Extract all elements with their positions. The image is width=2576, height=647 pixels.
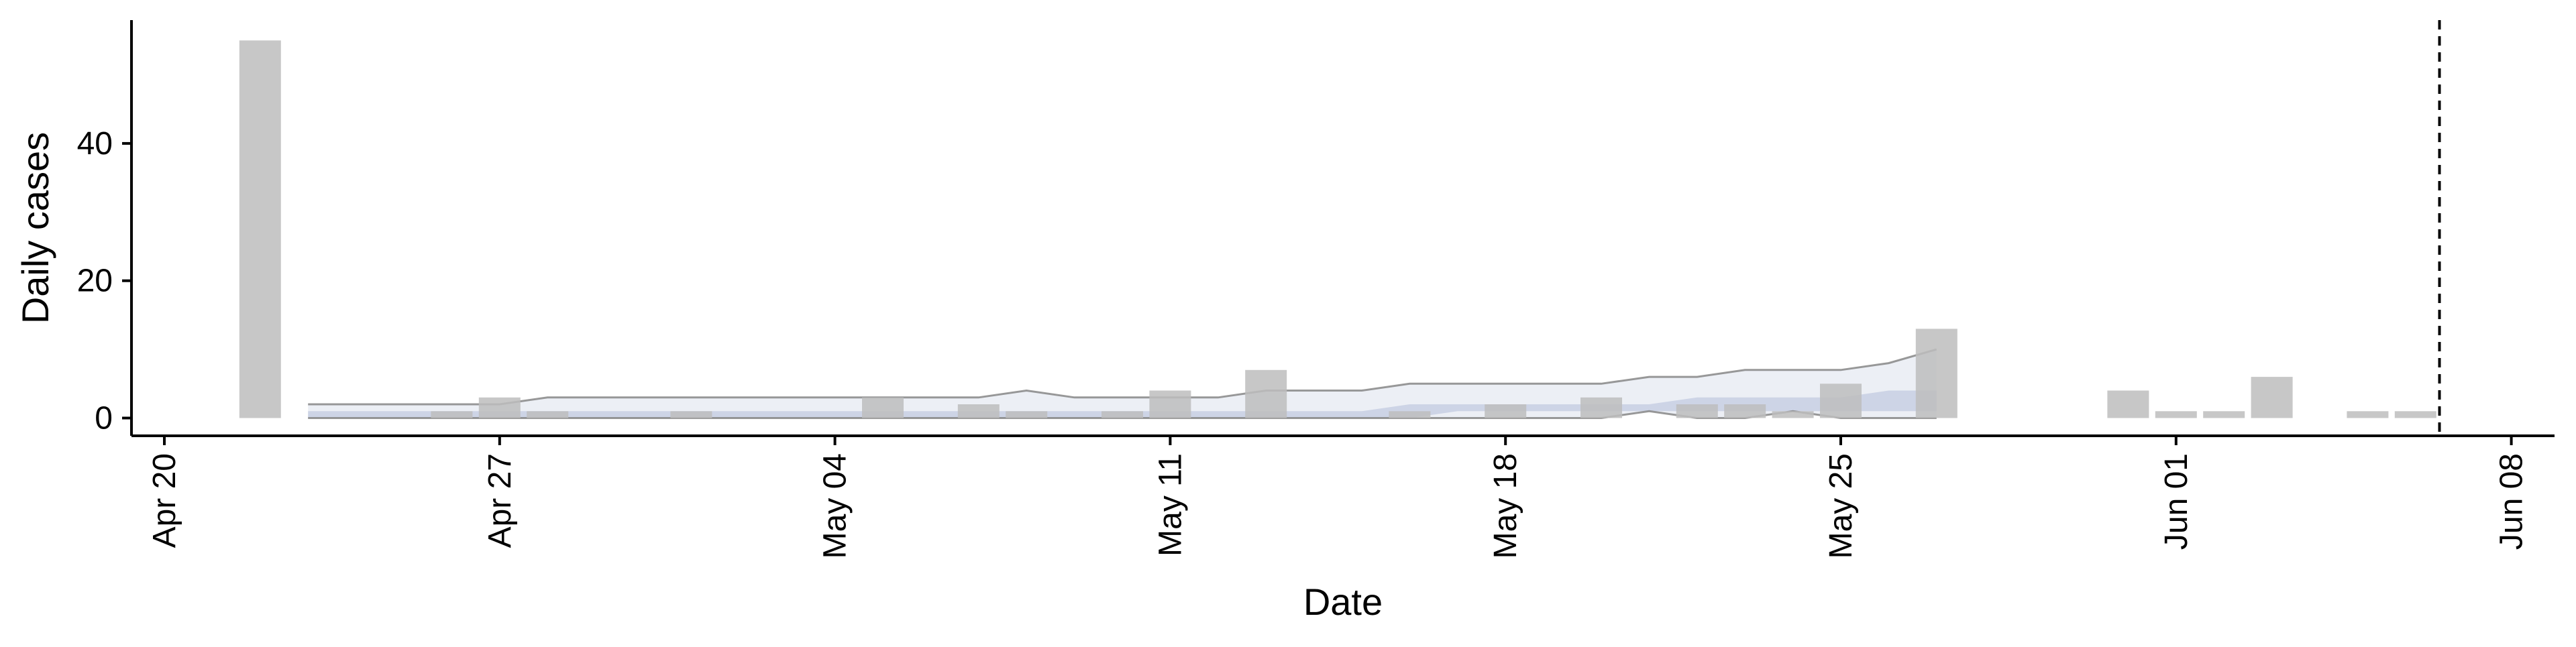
x-tick-label-2: May 04: [818, 453, 853, 558]
bar-9: [1149, 390, 1191, 418]
bar-13: [1580, 397, 1622, 418]
band-outer-area: [308, 349, 1937, 418]
y-tick-label-20: 20: [77, 263, 113, 299]
axes-layer: 0 20 40 Apr 20 Apr 27 May 04 May 11 May 18 May 2…: [77, 20, 2555, 558]
bar-18: [1915, 329, 1957, 418]
bar-24: [2394, 411, 2436, 418]
bar-5: [862, 397, 904, 418]
x-tick-label-7: Jun 08: [2494, 453, 2530, 550]
bar-14: [1676, 404, 1718, 418]
bar-22: [2251, 377, 2293, 418]
x-axis-title: Date: [1303, 581, 1383, 623]
bar-10: [1245, 369, 1287, 418]
band-inner-area: [308, 390, 1937, 418]
bar-2: [478, 397, 521, 418]
bar-3: [527, 411, 569, 418]
bars-layer: [239, 40, 2436, 418]
y-tick-label-40: 40: [77, 126, 113, 162]
y-tick-label-0: 0: [95, 401, 113, 436]
bar-12: [1485, 404, 1527, 418]
bar-17: [1820, 384, 1862, 418]
x-tick-label-3: May 11: [1152, 453, 1188, 556]
x-tick-label-6: Jun 01: [2159, 453, 2194, 550]
bar-0: [239, 40, 281, 418]
bar-4: [670, 411, 712, 418]
bar-11: [1389, 411, 1431, 418]
bar-8: [1102, 411, 1143, 418]
x-tick-label-0: Apr 20: [147, 453, 182, 548]
bar-7: [1006, 411, 1048, 418]
bar-21: [2203, 411, 2245, 418]
bar-1: [431, 411, 473, 418]
bar-6: [957, 404, 1000, 418]
x-tick-label-1: Apr 27: [482, 453, 518, 548]
bar-19: [2107, 390, 2149, 418]
bar-15: [1724, 404, 1766, 418]
x-tick-label-5: May 25: [1823, 453, 1859, 558]
band-outer-upper-line: [308, 348, 1937, 406]
y-axis-title: Daily cases: [14, 132, 56, 324]
bar-20: [2155, 411, 2197, 418]
bar-16: [1772, 411, 1814, 418]
bar-23: [2347, 411, 2389, 418]
x-tick-label-4: May 18: [1488, 453, 1523, 558]
